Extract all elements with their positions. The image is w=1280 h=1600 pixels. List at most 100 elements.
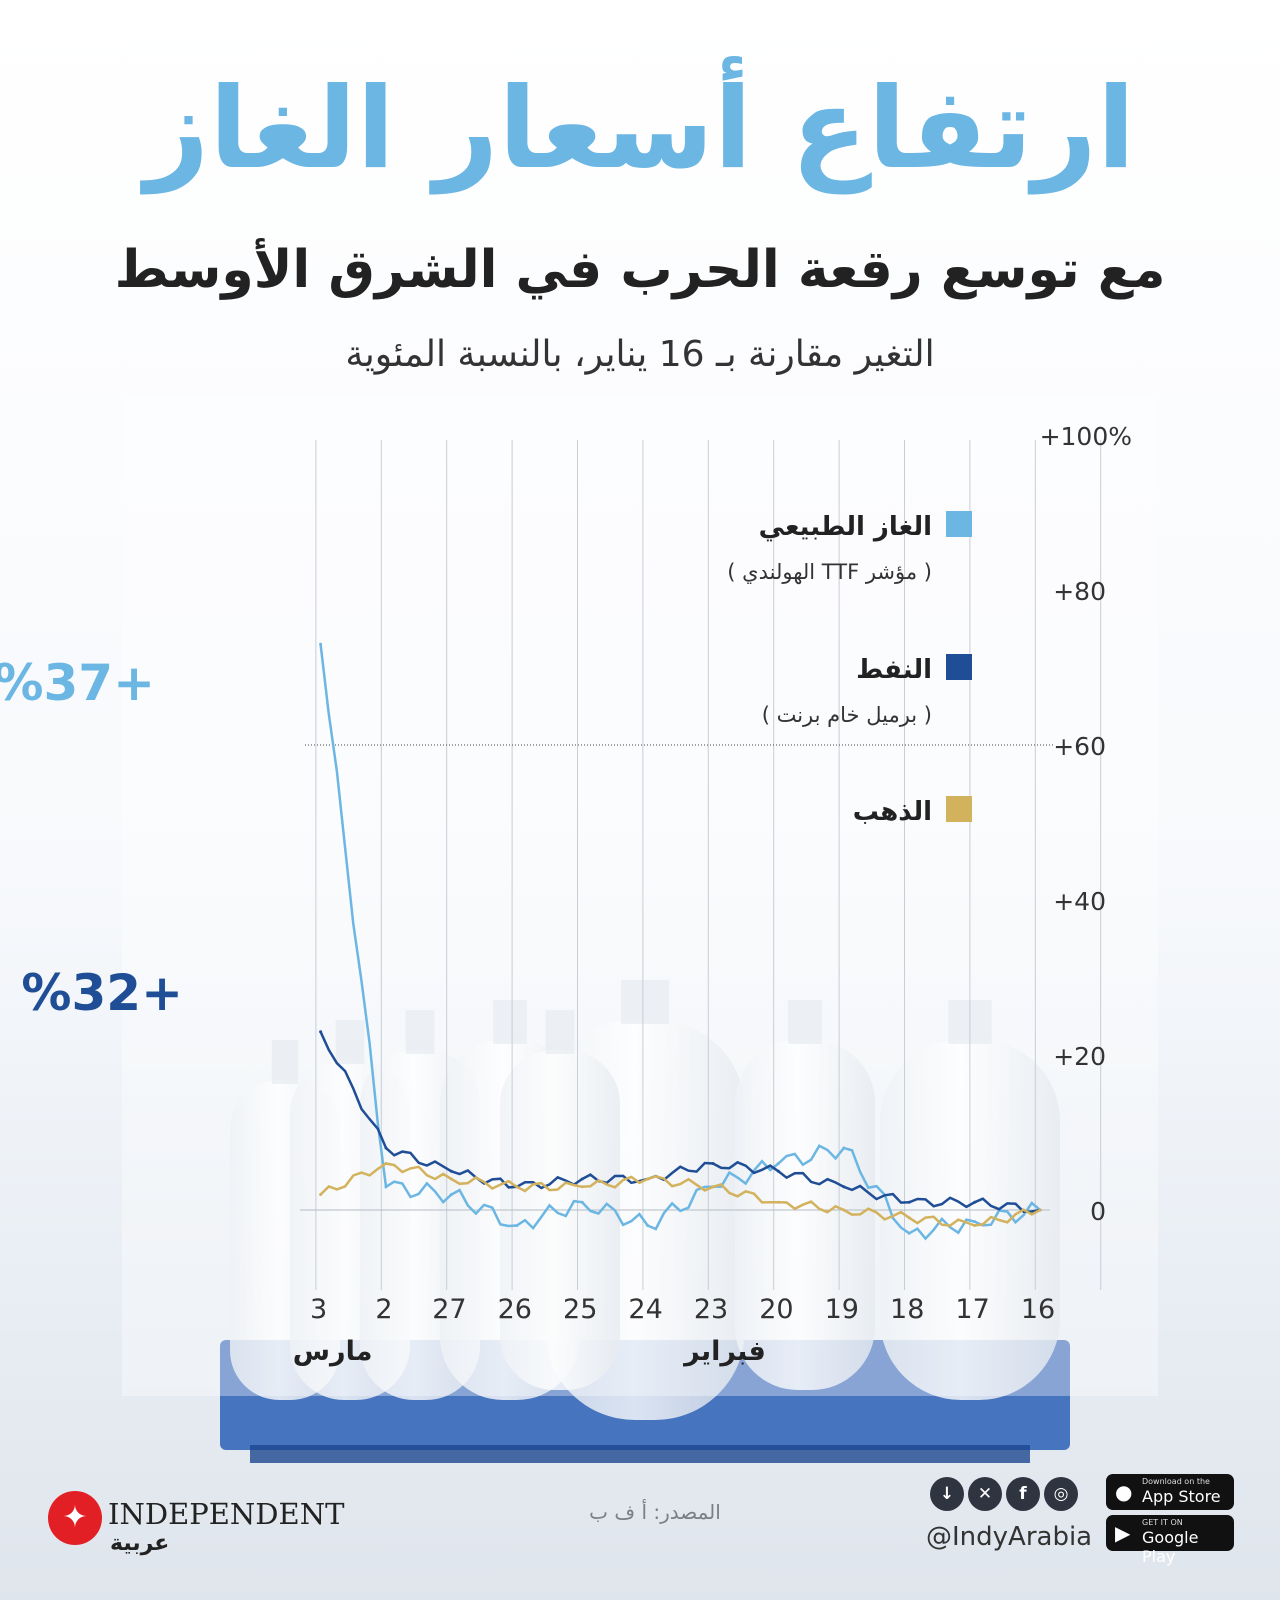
chart-panel [122,398,1158,1396]
data-point [842,1146,846,1150]
chart-caption: التغير مقارنة بـ 16 يناير، بالنسبة المئو… [345,334,935,375]
gas-cylinders-illustration [220,980,1070,1463]
data-point [449,1169,453,1173]
legend-label: الغاز الطبيعي [759,512,932,542]
google-play-button[interactable]: ▶ GET IT ON Google Play [1106,1515,1234,1566]
data-point [711,1162,715,1165]
page-subtitle: مع توسع رقعة الحرب في الشرق الأوسط [114,240,1166,300]
data-point [319,642,323,646]
data-point [1038,1208,1042,1212]
data-point [384,1146,388,1150]
facebook-icon[interactable]: f [1006,1477,1040,1511]
data-point [515,1185,519,1189]
data-point [515,1224,519,1227]
data-point [776,1200,780,1204]
valve-shape [621,980,669,1024]
x-tick-label: 23 [694,1294,728,1325]
instagram-icon[interactable]: ◎ [1044,1477,1078,1511]
y-tick-label: +100% [1040,422,1132,451]
play-icon: ▶ [1115,1521,1131,1545]
apple-icon: ● [1115,1480,1133,1504]
series-line [319,644,1041,1241]
data-point [776,1169,780,1173]
annotation-label: +73% [0,654,155,712]
chart-legend: الغاز الطبيعي ( مؤشر TTF الهولندي ) النفط (… [727,511,972,827]
data-point [580,1185,584,1189]
data-point [907,1231,911,1235]
data-point [973,1220,977,1224]
source-note: المصدر: أ ف ب [589,1500,721,1524]
social-handle[interactable]: @IndyArabia [926,1522,1093,1552]
annotation-label: +23% [21,964,183,1022]
x-tick-label: 2 [375,1294,392,1325]
chart-series [319,642,1042,1241]
eagle-icon: ✦ [48,1491,102,1545]
app-store-button[interactable]: ● Download on the App Store [1106,1474,1234,1510]
valve-shape [335,1020,365,1064]
month-label: مارس [293,1336,373,1367]
x-tick-label: 26 [498,1294,532,1325]
y-tick-label: 0 [1090,1197,1106,1226]
x-tick-label: 25 [563,1294,597,1325]
data-point [449,1177,453,1181]
legend-note: ( برميل خام برنت ) [762,703,932,727]
chart-annotations: +73% +23% [0,654,183,1022]
series-line [319,1031,1041,1213]
brand-logo[interactable]: ✦ INDEPENDENT عربية [48,1487,348,1567]
data-point [646,1224,650,1227]
legend-label: الذهب [853,797,932,827]
y-tick-label: +60 [1053,732,1106,761]
legend-swatch [946,654,972,680]
data-point [384,1162,388,1165]
y-tick-label: +20 [1053,1042,1106,1071]
data-point [907,1200,911,1204]
legend-label: النفط [856,655,932,685]
valve-shape [405,1010,435,1054]
valve-shape [493,1000,527,1044]
cylinder-shape [735,1040,875,1390]
data-point [319,1193,323,1196]
valve-shape [545,1010,575,1054]
legend-swatch [946,796,972,822]
chart-grid [300,440,1102,1290]
data-point [384,1185,388,1189]
x-icon[interactable]: ✕ [968,1477,1002,1511]
legend-note: ( مؤشر TTF الهولندي ) [727,560,932,584]
data-point [449,1193,453,1196]
series-line [319,1162,1041,1227]
x-tick-label: 17 [955,1294,989,1325]
social-icons: ↓ ✕ f ◎ [930,1477,1080,1517]
brand-arabic: عربية [110,1531,170,1556]
x-tick-label: 19 [825,1294,859,1325]
download-icon[interactable]: ↓ [930,1477,964,1511]
brand-name: INDEPENDENT [108,1497,345,1531]
month-label: فبراير [682,1336,766,1367]
cylinder-shape [500,1050,620,1390]
y-tick-label: +80 [1053,577,1106,606]
x-tick-label: 18 [890,1294,924,1325]
y-tick-label: +40 [1053,887,1106,916]
chart-axes: 0+20+40+60+80+100%1617181920232425262723… [293,422,1132,1367]
data-point [319,1030,323,1034]
data-point [580,1200,584,1204]
data-point [973,1200,977,1204]
data-point [842,1185,846,1189]
data-point [646,1177,650,1181]
legend-swatch [946,511,972,537]
x-tick-label: 3 [310,1294,327,1325]
x-tick-label: 24 [628,1294,662,1325]
data-point [776,1162,780,1165]
data-point [842,1208,846,1212]
data-point [907,1216,911,1220]
x-tick-label: 27 [432,1294,466,1325]
x-tick-label: 20 [759,1294,793,1325]
valve-shape [788,1000,822,1044]
x-tick-label: 16 [1021,1294,1055,1325]
pallet-base-shape [250,1445,1030,1463]
valve-shape [271,1040,299,1084]
data-point [580,1177,584,1181]
page-title: ارتفاع أسعار الغاز [144,64,1136,194]
data-point [973,1224,977,1227]
data-point [711,1185,715,1189]
